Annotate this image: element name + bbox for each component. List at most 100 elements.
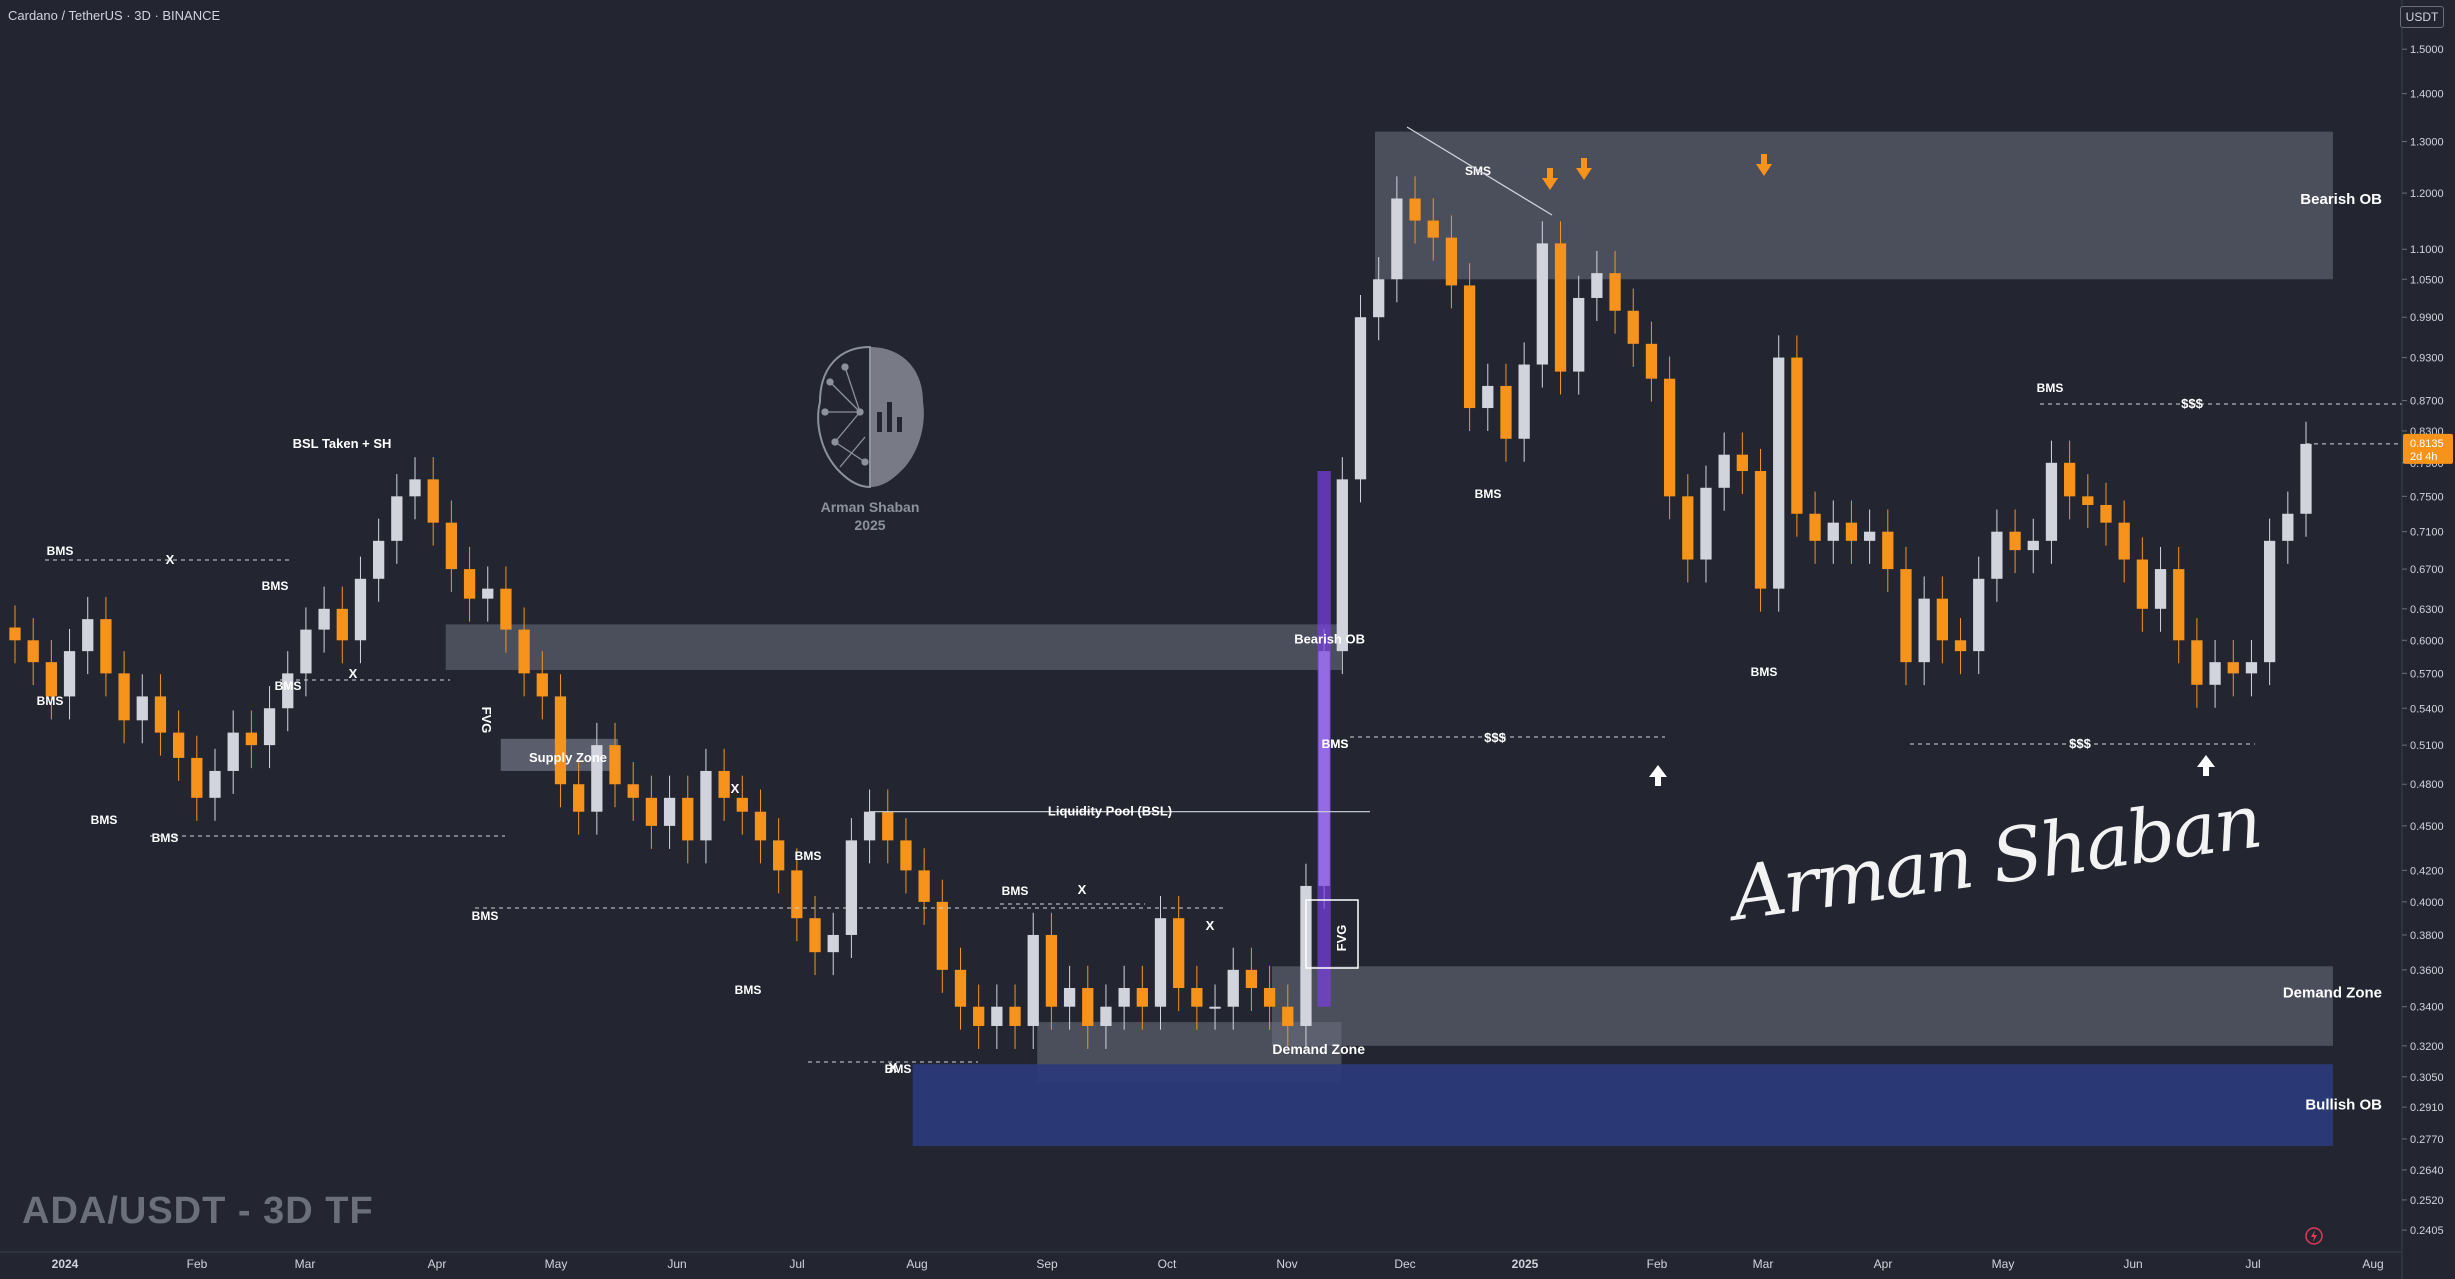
candle-body [245,732,258,746]
x-tick-label-18: Jul [2245,1257,2260,1271]
y-tick-label-19: 0.4800 [2410,779,2444,791]
candle-body [1991,531,2003,579]
candle-body [136,696,148,721]
candle-body [736,797,748,812]
candle-body [1609,273,1621,311]
candle-body [1536,243,1548,365]
candle-body [1136,988,1148,1007]
candle-body [591,745,603,812]
candle-body [1409,198,1421,221]
x-label-3: X [1078,882,1087,897]
candle-body [1754,471,1767,589]
candle-body [45,662,58,697]
x-tick-label-8: Sep [1036,1257,1058,1271]
y-tick-label-1: 1.4000 [2410,89,2444,101]
candle-body [2300,443,2312,514]
candle-body [1336,479,1348,652]
annotations-layer: Bearish OB Bearish OB Supply Zone Demand Zo… [37,126,2440,1113]
bms-label-6: BMS [472,909,499,923]
candle-body [9,627,21,641]
candle-body [282,673,294,709]
y-tick-label-8: 0.8700 [2410,396,2444,408]
candle-body [954,969,967,1007]
candle-body [1554,243,1567,372]
candle-body [1263,988,1276,1007]
candle-body [2263,540,2276,663]
candle-body [1009,1006,1021,1026]
candle-body [1936,598,1948,641]
current-price-label: 0.8135 [2410,438,2444,450]
logo-caption-year: 2025 [854,517,886,533]
candle-body [536,673,548,697]
bms-label-1: BMS [37,694,64,708]
bms-label-15: BMS [1475,487,1502,501]
candle-body [1682,496,1694,560]
candle-body [1827,522,1839,541]
lightning-icon[interactable] [2304,1226,2324,1246]
logo-caption-name: Arman Shaban [820,499,920,515]
y-tick-label-12: 0.7100 [2410,527,2444,539]
x-tick-label-2: Mar [295,1257,316,1271]
candle-body [1082,988,1094,1026]
zone-label-demand: Demand Zone [2283,984,2382,1001]
candle-body [1245,969,1258,989]
y-axis-bg [2402,0,2455,1279]
candle-body [1954,640,1967,652]
x-tick-label-4: May [545,1257,568,1271]
bms-label-14: BMS [2037,381,2064,395]
candle-body [1882,531,1894,570]
candle-body [1209,1006,1221,1009]
x-tick-label-12: 2025 [1512,1257,1539,1271]
arrow-down-icon-0 [1542,178,1558,190]
candle-body [863,811,876,841]
zone-0 [1374,131,2333,280]
candle-body [1500,385,1512,439]
candle-body [1627,310,1639,344]
candle-body [318,608,330,630]
candle-body [409,479,421,497]
candle-body [1391,198,1403,280]
bms-label-10: BMS [1002,884,1029,898]
bms-label-5: BMS [275,679,302,693]
candle-body [845,840,858,935]
candle-body [82,619,94,652]
x-label-4: X [889,1060,898,1075]
y-tick-label-28: 0.2910 [2410,1102,2444,1114]
y-tick-label-3: 1.2000 [2410,188,2444,200]
zone-label-bearish-ob-2: Bearish OB [1294,632,1365,647]
candle-body [1918,598,1930,663]
candle-body [227,732,239,771]
candle-body [427,479,439,523]
zone-1 [445,624,1342,670]
candle-body [2118,522,2130,560]
liquidity-label-3: $$$ [2181,396,2203,411]
bms-label-12: BMS [1751,665,1778,679]
candle-body [1718,454,1730,488]
zones-layer [445,131,2333,1146]
arrow-up-icon-0 [1649,765,1667,777]
x-tick-label-3: Apr [428,1257,447,1271]
candle-body [482,588,494,599]
candle-body [1445,237,1458,286]
candle-body [1373,279,1385,318]
zone-5 [912,1064,2333,1146]
x-tick-label-19: Aug [2362,1257,2383,1271]
candle-body [2191,640,2203,685]
y-tick-label-24: 0.3600 [2410,965,2444,977]
candle-body [900,840,912,871]
candle-body [1045,934,1058,1007]
y-tick-label-29: 0.2770 [2410,1134,2444,1146]
fvg-box [1305,899,1359,969]
liquidity-pool-label: Liquidity Pool (BSL) [1048,804,1172,819]
currency-badge[interactable]: USDT [2400,6,2444,28]
x-tick-label-17: Jun [2123,1257,2142,1271]
x-tick-label-6: Jul [789,1257,804,1271]
arrow-down-shaft-1 [1581,158,1587,169]
candle-body [1900,569,1912,663]
bms-label-4: BMS [262,579,289,593]
bms-label-3: BMS [152,831,179,845]
candle-body [1063,988,1076,1007]
x-tick-label-13: Feb [1647,1257,1668,1271]
bms-label-0: BMS [47,544,74,558]
